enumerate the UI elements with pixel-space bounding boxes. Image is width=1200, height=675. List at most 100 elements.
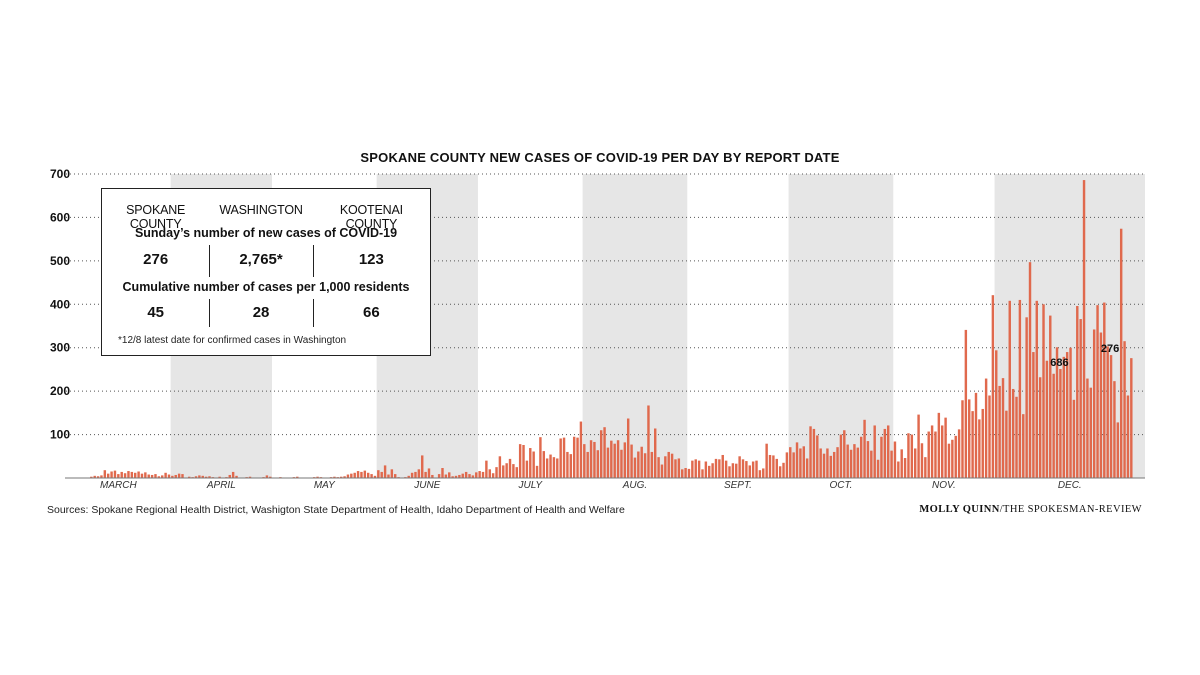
bar: [383, 465, 387, 478]
bar: [890, 450, 893, 478]
bar: [350, 473, 353, 478]
bar: [957, 429, 961, 478]
bar: [735, 463, 738, 478]
bar: [204, 476, 208, 478]
bar: [464, 471, 468, 478]
bar: [377, 470, 380, 478]
month-band: [788, 174, 894, 478]
bar: [930, 425, 934, 478]
bar: [951, 439, 954, 478]
bar: [883, 428, 887, 478]
bar: [339, 476, 343, 478]
bar: [832, 451, 836, 478]
bar: [974, 392, 978, 478]
x-month-label: APRIL: [206, 480, 236, 491]
bar: [724, 460, 728, 478]
bar: [130, 471, 134, 478]
value-kootenai-new: 123: [358, 251, 384, 268]
bar: [691, 460, 694, 478]
value-spokane-cum: 45: [147, 304, 165, 321]
bar: [880, 436, 883, 478]
bar: [863, 419, 866, 478]
bar: [630, 444, 633, 478]
bar: [616, 440, 620, 478]
bar: [475, 472, 478, 478]
bar: [140, 473, 144, 478]
bar: [913, 448, 917, 478]
bar: [552, 457, 556, 478]
bar: [903, 458, 907, 478]
bar: [1099, 332, 1103, 478]
bar: [1035, 300, 1038, 478]
bar: [1038, 377, 1042, 478]
y-tick-label: 200: [50, 384, 70, 398]
bar: [826, 448, 829, 478]
annotations: 686 276: [1050, 343, 1119, 369]
bar: [417, 469, 421, 478]
bar: [995, 350, 998, 478]
bar: [886, 425, 890, 478]
bar: [576, 437, 579, 478]
chart-title: SPOKANE COUNTY NEW CASES OF COVID-19 PER…: [360, 150, 840, 165]
bar: [532, 451, 535, 478]
bar: [356, 471, 360, 478]
bar: [697, 460, 701, 478]
bar: [1082, 180, 1086, 478]
x-month-label: NOV.: [932, 480, 956, 491]
divider: [313, 245, 314, 277]
bar: [981, 408, 984, 478]
bar: [1116, 422, 1120, 478]
bar: [390, 469, 394, 478]
bar: [961, 400, 964, 478]
value-spokane-new: 276: [143, 251, 169, 268]
bar: [1001, 378, 1005, 478]
bar: [991, 295, 995, 478]
value-washington-cum: 28: [252, 304, 270, 321]
bar: [502, 465, 505, 478]
bar: [839, 434, 843, 478]
divider: [209, 299, 210, 327]
bar: [1089, 387, 1093, 478]
bar: [873, 425, 876, 478]
x-month-labels: MARCH APRIL MAY JUNE JULY AUG. SEPT. OCT. NOV. DE…: [100, 480, 1082, 491]
bar: [593, 441, 596, 478]
bar: [924, 457, 927, 478]
bar: [603, 427, 606, 478]
bar: [728, 466, 731, 478]
bar: [96, 476, 100, 478]
bar: [144, 472, 147, 478]
bar: [789, 447, 792, 478]
bar: [1042, 304, 1045, 478]
bar: [778, 466, 782, 478]
bar: [545, 458, 549, 478]
bar: [366, 472, 370, 478]
footnote: *12/8 latest date for confirmed cases in…: [118, 335, 347, 346]
bar: [1123, 341, 1126, 478]
bar: [1055, 347, 1059, 478]
bar: [481, 471, 485, 478]
bar: [134, 472, 137, 478]
bar: [360, 471, 363, 478]
bar: [944, 417, 947, 478]
annotation-label: 686: [1050, 357, 1068, 369]
info-header-row: SPOKANE COUNTY WASHINGTON KOOTENAI COUNT…: [102, 203, 430, 231]
bar: [471, 475, 475, 478]
bar: [174, 474, 177, 478]
bar: [637, 451, 640, 478]
bar: [100, 475, 103, 478]
value-kootenai-cum: 66: [363, 304, 380, 321]
bar: [448, 472, 451, 478]
bar: [181, 474, 184, 478]
bar: [816, 435, 819, 478]
bar: [1015, 396, 1018, 478]
bar: [643, 453, 647, 478]
bar: [427, 468, 431, 478]
bar: [626, 418, 630, 478]
bar: [454, 475, 458, 478]
bar: [613, 443, 616, 478]
bar: [468, 474, 471, 478]
bar: [164, 472, 167, 478]
annotation-label: 276: [1101, 343, 1119, 355]
bar: [920, 443, 924, 478]
x-month-label: MAY: [314, 480, 336, 491]
